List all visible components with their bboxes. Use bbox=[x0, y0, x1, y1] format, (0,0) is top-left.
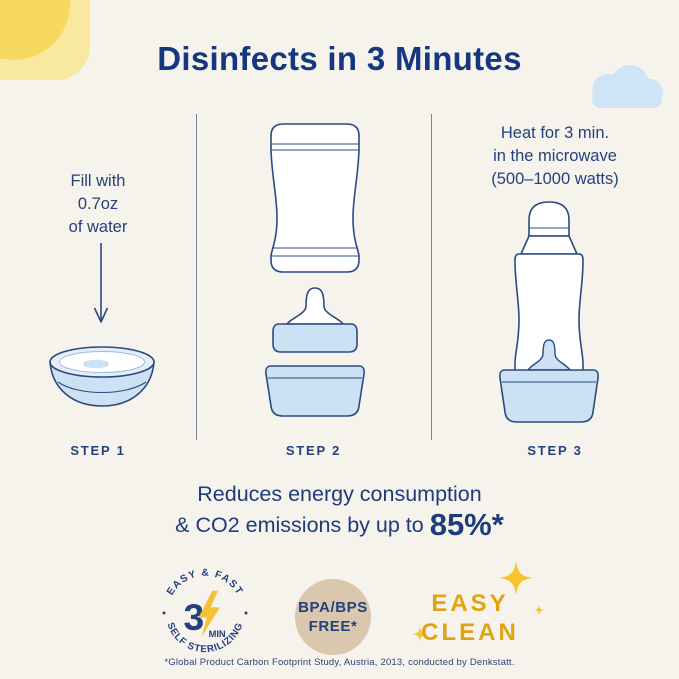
instruction-line: of water bbox=[68, 218, 128, 236]
energy-claim: Reduces energy consumption & CO2 emissio… bbox=[0, 481, 679, 540]
minutes-unit: MIN bbox=[209, 629, 226, 639]
easy-clean-line-2: CLEAN bbox=[421, 619, 519, 646]
step-1-label: STEP 1 bbox=[70, 443, 126, 458]
instruction-line: 0.7oz bbox=[77, 195, 119, 213]
claim-line-1: Reduces energy consumption bbox=[197, 482, 482, 506]
claim-line-2-text: & CO2 emissions by up to bbox=[175, 513, 430, 537]
bottle-cap bbox=[528, 201, 570, 237]
bottle-parts-illustration bbox=[265, 123, 365, 417]
column-divider bbox=[431, 114, 432, 440]
bpa-badge-line-2: FREE* bbox=[308, 618, 358, 635]
teat-inside bbox=[527, 339, 571, 371]
badge-arc-top-text: EASY & FAST bbox=[165, 568, 245, 598]
bpa-free-badge: BPA/BPS FREE* bbox=[295, 579, 371, 655]
self-sterilizing-badge: EASY & FAST SELF STERILIZING 3 MIN bbox=[162, 568, 248, 655]
step-2-label: STEP 2 bbox=[285, 443, 342, 458]
bottle-shoulder bbox=[520, 235, 578, 255]
down-arrow-icon bbox=[93, 243, 109, 323]
percentage-highlight: 85%* bbox=[429, 507, 504, 542]
claim-line-2: & CO2 emissions by up to 85%* bbox=[0, 507, 679, 542]
sun-icon bbox=[0, 0, 90, 80]
easy-clean-line-1: EASY bbox=[431, 590, 509, 617]
teat bbox=[286, 287, 344, 325]
sparkles-icon bbox=[412, 561, 544, 642]
footnote: *Global Product Carbon Footprint Study, … bbox=[164, 657, 515, 668]
instruction-line: Fill with bbox=[70, 172, 126, 190]
instruction-line: in the microwave bbox=[493, 147, 617, 165]
column-divider bbox=[196, 114, 197, 440]
instruction-line: (500–1000 watts) bbox=[491, 170, 619, 188]
water-bowl-illustration bbox=[49, 346, 155, 407]
collar-ring bbox=[272, 323, 358, 353]
cloud-icon bbox=[592, 65, 663, 108]
instruction-line: Heat for 3 min. bbox=[500, 124, 610, 142]
bpa-badge-line-1: BPA/BPS bbox=[298, 599, 368, 616]
lightning-bolt-icon bbox=[198, 590, 220, 638]
bottle-shell bbox=[270, 123, 360, 273]
minutes-value: 3 bbox=[183, 596, 204, 638]
base-cup bbox=[265, 365, 365, 417]
assembled-bottle-illustration bbox=[499, 201, 599, 423]
page-title: Disinfects in 3 Minutes bbox=[157, 40, 522, 77]
easy-clean-badge: EASY CLEAN bbox=[405, 589, 535, 647]
step-3-label: STEP 3 bbox=[527, 443, 583, 458]
microwave-instruction: Heat for 3 min. in the microwave (500–10… bbox=[431, 122, 679, 191]
base-cup bbox=[499, 369, 599, 423]
fill-instruction: Fill with 0.7oz of water bbox=[0, 170, 196, 239]
